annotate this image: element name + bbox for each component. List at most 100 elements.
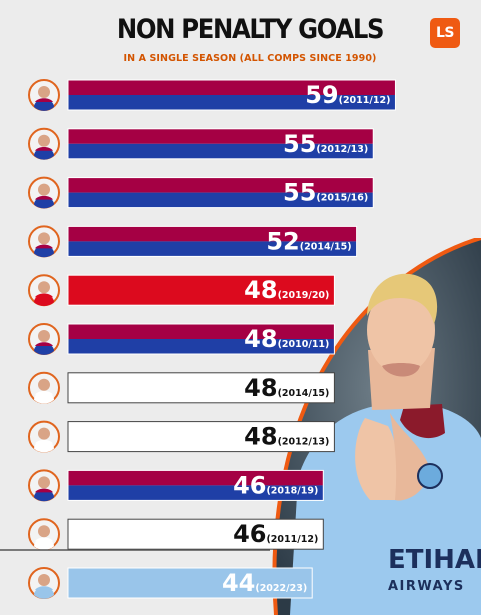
avatar-kit <box>34 197 54 209</box>
avatar-face <box>38 378 50 391</box>
season-label: (2014/15) <box>278 388 330 399</box>
season-label: (2011/12) <box>266 534 318 545</box>
bar-bottom-stripe <box>68 485 324 501</box>
avatar-kit <box>34 587 54 599</box>
bar-value-label: 55(2012/13) <box>283 130 368 158</box>
avatar-kit-top <box>35 293 53 298</box>
lastsport-logo: LS <box>430 18 460 48</box>
avatar-kit-top <box>35 195 53 200</box>
bar-value-label: 48(2012/13) <box>244 423 329 451</box>
bar-top-stripe <box>68 80 396 95</box>
goal-count: 46 <box>233 471 266 499</box>
bar-bottom-stripe <box>68 95 396 110</box>
bar-row: 48(2014/15) <box>28 371 335 404</box>
bar <box>67 421 335 453</box>
chart-title: NON PENALTY GOALS <box>116 14 385 45</box>
avatar-face <box>38 232 50 245</box>
season-label: (2012/13) <box>278 437 330 448</box>
avatar-face <box>38 134 50 147</box>
bar-value-label: 46(2011/12) <box>233 520 318 548</box>
bar-value-label: 48(2014/15) <box>244 374 329 402</box>
bar-row: 46(2011/12) <box>28 518 324 551</box>
avatar-kit <box>34 148 54 160</box>
bar-value-label: 44(2022/23) <box>222 569 307 597</box>
bar <box>67 372 335 404</box>
avatar-kit <box>34 489 54 502</box>
bar-value-label: 46(2018/19) <box>233 471 318 499</box>
avatar-kit-top <box>35 488 53 493</box>
avatar-kit-top <box>35 342 53 346</box>
goal-count: 48 <box>244 276 277 304</box>
avatar-kit-top <box>35 586 53 590</box>
goal-count: 52 <box>266 227 299 255</box>
season-label: (2022/23) <box>255 583 307 594</box>
avatar-kit <box>34 99 54 111</box>
bar-value-label: 55(2015/16) <box>283 179 368 207</box>
avatar-face <box>38 330 50 342</box>
avatar-kit <box>34 294 54 307</box>
chart-subtitle: IN A SINGLE SEASON (ALL COMPS SINCE 1990… <box>123 53 377 64</box>
city-crest-icon <box>417 463 443 489</box>
bar-outline <box>67 79 396 111</box>
bar-bottom-stripe <box>68 241 357 257</box>
bar-top-stripe <box>68 128 374 144</box>
bar-top-stripe <box>68 470 324 486</box>
avatar-face <box>38 281 50 294</box>
avatar-face <box>38 525 50 538</box>
avatar-kit-top <box>35 147 53 151</box>
season-label: (2019/20) <box>278 290 330 301</box>
goal-count: 46 <box>233 520 266 548</box>
season-label: (2014/15) <box>300 241 352 252</box>
avatar-face <box>38 183 50 196</box>
season-label: (2018/19) <box>266 485 318 496</box>
avatar-kit-top <box>35 391 53 395</box>
goal-count: 48 <box>244 325 277 353</box>
bar <box>67 518 324 550</box>
bar-outline <box>67 469 324 501</box>
bar-row: 52(2014/15) <box>28 225 358 258</box>
bar-row: 55(2012/13) <box>28 127 374 160</box>
bar-row: 48(2019/20) <box>28 274 335 307</box>
bar-top-stripe <box>68 324 335 339</box>
bar <box>67 567 313 599</box>
haaland-photo: ETIHAD AIRWAYS <box>272 238 481 615</box>
etihad-sponsor-text: ETIHAD <box>388 545 481 575</box>
avatar-kit <box>34 392 54 404</box>
season-label: (2012/13) <box>316 144 368 155</box>
avatar-face <box>38 427 50 440</box>
goal-count: 59 <box>305 81 338 109</box>
avatar-kit-top <box>35 537 53 542</box>
bar-value-label: 52(2014/15) <box>266 227 351 255</box>
bar-row: 44(2022/23) <box>28 567 313 599</box>
bar-outline <box>67 225 358 257</box>
goal-count: 44 <box>222 569 255 597</box>
season-label: (2015/16) <box>316 193 368 204</box>
avatar-kit-top <box>35 439 53 444</box>
avatar-kit-top <box>35 244 53 249</box>
bar-value-label: 48(2019/20) <box>244 276 329 304</box>
avatar-face <box>38 86 50 98</box>
avatar-face <box>38 574 50 586</box>
goal-count: 55 <box>283 179 316 207</box>
bar-bottom-stripe <box>68 192 374 208</box>
bar-outline <box>67 323 335 355</box>
bar-row: 55(2015/16) <box>28 176 374 209</box>
bar-row: 48(2012/13) <box>28 420 335 453</box>
bar-row: 48(2010/11) <box>28 323 335 355</box>
bar <box>67 274 335 306</box>
bar-top-stripe <box>68 177 374 193</box>
goal-count: 48 <box>244 423 277 451</box>
bar-bottom-stripe <box>68 143 374 159</box>
avatar-kit <box>34 343 54 355</box>
goal-count: 55 <box>283 130 316 158</box>
bar-value-label: 59(2011/12) <box>305 81 390 109</box>
bar-outline <box>67 128 374 160</box>
goal-count: 48 <box>244 374 277 402</box>
avatar-kit <box>34 441 54 453</box>
bar-bottom-stripe <box>68 339 335 354</box>
avatar-face <box>38 476 50 489</box>
bar-row: 59(2011/12) <box>28 79 396 111</box>
avatar-kit <box>34 245 54 258</box>
